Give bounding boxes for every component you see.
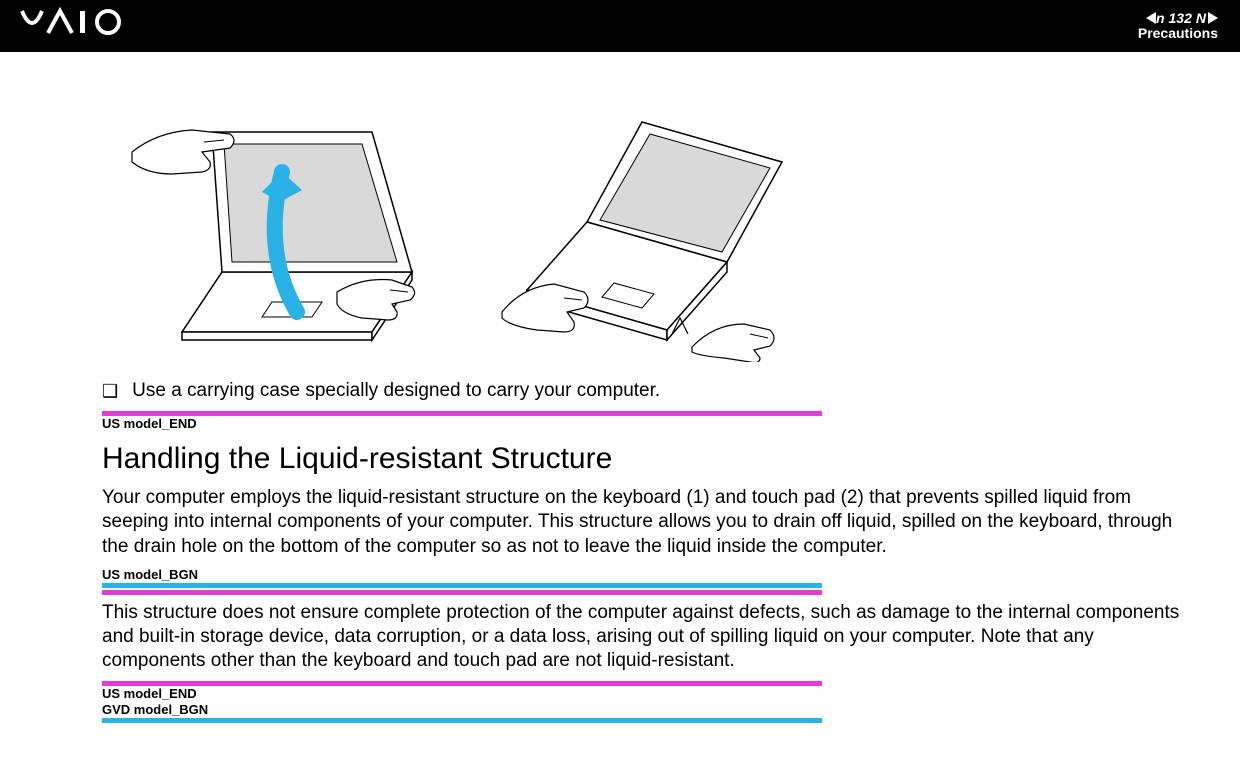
illustration-carry-laptop: [492, 112, 812, 362]
arrow-right-icon: [1208, 12, 1218, 24]
header-right: n 132 N Precautions: [1138, 11, 1218, 42]
page-header: n 132 N Precautions: [0, 0, 1240, 52]
arrow-left-icon: [1146, 12, 1156, 24]
header-section: Precautions: [1138, 26, 1218, 41]
bullet-mark: ❑: [102, 380, 118, 403]
illustration-row: [112, 112, 1188, 362]
n-right: N: [1196, 11, 1206, 26]
marker-label: US model_END: [102, 416, 822, 432]
vaio-logo-svg: [20, 7, 130, 37]
paragraph-2: This structure does not ensure complete …: [102, 601, 1188, 674]
marker-bar-magenta: [102, 590, 822, 595]
bullet-item: ❑ Use a carrying case specially designed…: [102, 380, 1188, 403]
marker-label: US model_BGN: [102, 567, 822, 583]
bullet-text: Use a carrying case specially designed t…: [132, 380, 660, 402]
header-nav: n 132 N: [1146, 11, 1218, 26]
page-content: ❑ Use a carrying case specially designed…: [0, 52, 1240, 749]
marker-us-end-1: US model_END: [102, 411, 822, 432]
marker-bar-cyan: [102, 583, 822, 588]
n-left: n: [1156, 11, 1165, 26]
next-page-marker[interactable]: N: [1196, 11, 1218, 26]
prev-page-marker[interactable]: n: [1146, 11, 1165, 26]
page-number: 132: [1169, 11, 1192, 26]
marker-bar-cyan: [102, 718, 822, 723]
illustration-open-laptop: [112, 112, 432, 352]
marker-us-bgn: US model_BGN: [102, 567, 822, 595]
marker-bottom: US model_END GVD model_BGN: [102, 681, 822, 722]
paragraph-1: Your computer employs the liquid-resista…: [102, 486, 1188, 559]
marker-label-2: GVD model_BGN: [102, 702, 822, 718]
section-heading: Handling the Liquid-resistant Structure: [102, 442, 1188, 476]
vaio-logo: [20, 7, 130, 45]
marker-label-1: US model_END: [102, 686, 822, 702]
